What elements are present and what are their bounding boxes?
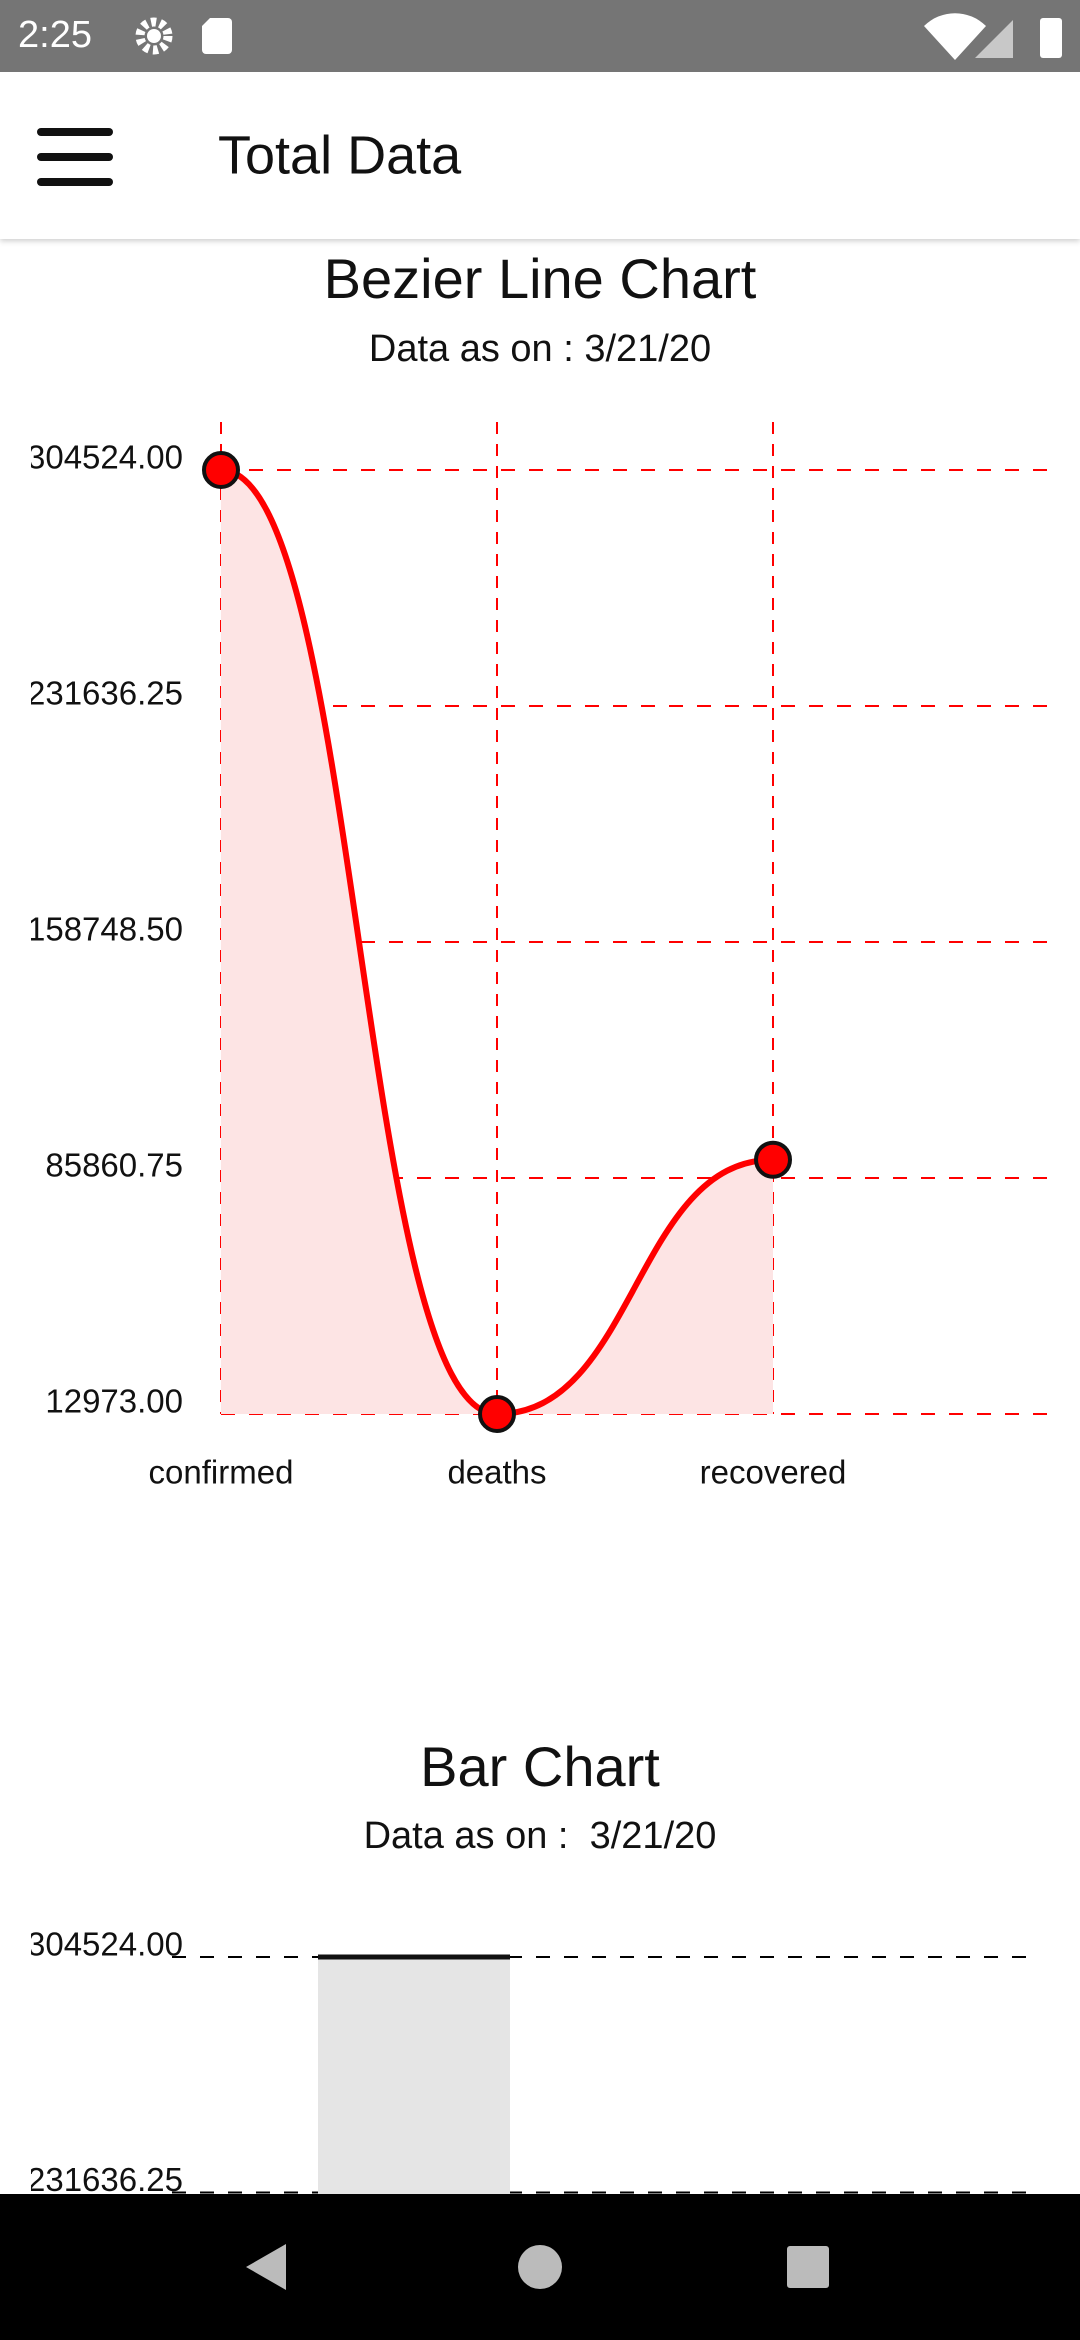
x-tick-label: confirmed	[149, 1454, 294, 1491]
chart-title: Bezier Line Chart	[324, 247, 757, 310]
app-bar	[0, 72, 1080, 239]
y-tick-label: 231636.25	[27, 2161, 183, 2198]
sd-card-icon	[202, 18, 232, 54]
x-tick-label: deaths	[447, 1454, 546, 1491]
signal-icon	[975, 20, 1013, 58]
back-button[interactable]	[246, 2244, 286, 2290]
wifi-icon	[924, 13, 986, 61]
data-point	[478, 1395, 516, 1433]
area	[221, 470, 773, 1414]
x-tick-label: recovered	[700, 1454, 847, 1491]
menu-icon-line	[37, 128, 113, 136]
data-point	[754, 1140, 792, 1179]
settings-icon	[135, 17, 173, 55]
data-point	[202, 451, 240, 489]
menu-icon-line	[37, 178, 113, 186]
y-tick-label: 304524.00	[27, 1926, 183, 1963]
status-bar	[0, 0, 1080, 72]
status-time: 2:25	[18, 14, 92, 56]
menu-button[interactable]	[37, 128, 113, 186]
chart-subtitle: Data as on : 3/21/20	[369, 328, 711, 370]
y-tick-label: 158748.50	[27, 911, 183, 948]
status-icons	[135, 13, 1062, 61]
content: Bezier Line Chart Data as on : 3/21/20 129…	[27, 247, 1052, 2340]
battery-icon	[1040, 18, 1062, 58]
y-tick-label: 85860.75	[45, 1147, 183, 1184]
settings-icon-core	[147, 29, 161, 43]
app-title: Total Data	[218, 125, 462, 185]
chart-subtitle: Data as on : 3/21/20	[364, 1815, 717, 1857]
y-tick-label: 12973.00	[45, 1383, 183, 1420]
line	[220, 467, 774, 1418]
recents-button[interactable]	[787, 2246, 829, 2288]
y-tick-label: 304524.00	[27, 439, 183, 476]
home-button[interactable]	[518, 2245, 562, 2289]
chart-title: Bar Chart	[420, 1735, 660, 1798]
menu-icon-line	[37, 153, 113, 161]
y-tick-label: 231636.25	[27, 675, 183, 712]
